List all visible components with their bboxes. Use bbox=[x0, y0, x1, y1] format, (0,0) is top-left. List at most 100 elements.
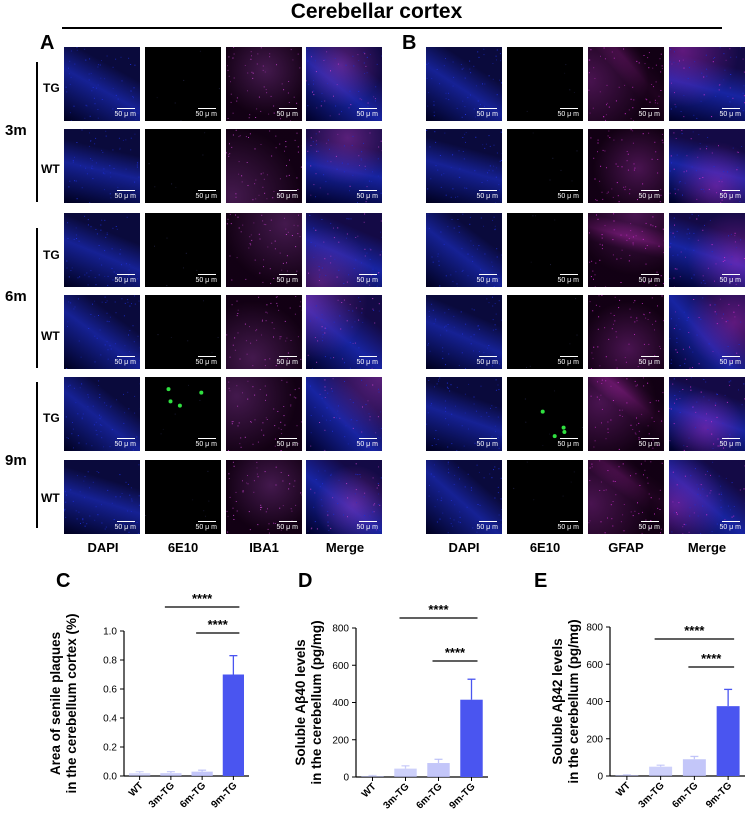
scale-bar-label: 50 μ m bbox=[114, 111, 136, 118]
scale-bar-line bbox=[198, 190, 216, 191]
scale-bar-line bbox=[560, 521, 578, 522]
y-tick-label: 0 bbox=[597, 772, 603, 783]
y-tick-label: 600 bbox=[332, 661, 349, 672]
x-tick-label: 6m-TG bbox=[670, 780, 700, 810]
micrograph-a-merge-row3: 50 μ m bbox=[306, 213, 382, 287]
y-tick-label: 400 bbox=[332, 698, 349, 709]
significance-label: **** bbox=[428, 602, 449, 617]
significance-label: **** bbox=[192, 591, 213, 606]
scale-bar-line bbox=[117, 274, 135, 275]
micrograph-a-6e10-row3: 50 μ m bbox=[145, 213, 221, 287]
x-tick-label: 6m-TG bbox=[414, 781, 444, 811]
scale-bar-label: 50 μ m bbox=[114, 359, 136, 366]
y-tick-label: 800 bbox=[586, 623, 603, 634]
scale-bar-label: 50 μ m bbox=[638, 111, 660, 118]
title-underline bbox=[62, 27, 722, 29]
scale-bar-label: 50 μ m bbox=[356, 277, 378, 284]
bar-6m-tg bbox=[682, 759, 706, 776]
scale-bar-label: 50 μ m bbox=[476, 524, 498, 531]
scale-bar-label: 50 μ m bbox=[557, 441, 579, 448]
scale-bar-label: 50 μ m bbox=[195, 111, 217, 118]
scale-bar-label: 50 μ m bbox=[195, 441, 217, 448]
micrograph-b-marker-row4: 50 μ m bbox=[588, 295, 664, 369]
scale-bar-line bbox=[198, 108, 216, 109]
scale-bar-label: 50 μ m bbox=[195, 277, 217, 284]
micrograph-a-marker-row6: 50 μ m bbox=[226, 460, 302, 534]
column-label-b-merge: Merge bbox=[687, 540, 727, 555]
plaque-dot bbox=[540, 409, 545, 414]
panel-label-d: D bbox=[298, 570, 313, 592]
scale-bar-label: 50 μ m bbox=[638, 524, 660, 531]
micrograph-b-marker-row5: 50 μ m bbox=[588, 377, 664, 451]
scale-bar-line bbox=[722, 438, 740, 439]
scale-bar-line bbox=[479, 274, 497, 275]
micrograph-b-merge-row5: 50 μ m bbox=[669, 377, 745, 451]
bar-6m-tg bbox=[427, 763, 450, 777]
bar-chart-d: 0 200 400 600 800 Soluble Aβ40 levels in the c… bbox=[293, 602, 488, 812]
scale-bar-label: 50 μ m bbox=[638, 193, 660, 200]
y-tick-label: 600 bbox=[586, 660, 603, 671]
y-axis-label-line-2: in the cerebellum cortex (%) bbox=[64, 613, 79, 793]
time-bracket-9m bbox=[36, 382, 38, 528]
scale-bar-line bbox=[117, 356, 135, 357]
bar-9m-tg bbox=[716, 706, 740, 776]
scale-bar-label: 50 μ m bbox=[476, 441, 498, 448]
y-tick-label: 0.8 bbox=[103, 656, 117, 667]
micrograph-b-6e10-row1: 50 μ m bbox=[507, 47, 583, 121]
scale-bar-line bbox=[560, 356, 578, 357]
micrograph-a-dapi-row6: 50 μ m bbox=[64, 460, 140, 534]
micrograph-a-dapi-row3: 50 μ m bbox=[64, 213, 140, 287]
micrograph-b-dapi-row2: 50 μ m bbox=[426, 129, 502, 203]
x-tick-label: 3m-TG bbox=[637, 780, 667, 810]
y-axis-label-line-1: Soluble Aβ42 levels bbox=[550, 638, 565, 764]
scale-bar-line bbox=[479, 521, 497, 522]
micrograph-b-marker-row3: 50 μ m bbox=[588, 213, 664, 287]
x-tick-label: WT bbox=[360, 781, 379, 800]
scale-bar-line bbox=[359, 521, 377, 522]
scale-bar-line bbox=[198, 356, 216, 357]
scale-bar-line bbox=[479, 438, 497, 439]
plaque-dot bbox=[168, 399, 173, 404]
scale-bar-label: 50 μ m bbox=[719, 193, 741, 200]
micrograph-a-dapi-row2: 50 μ m bbox=[64, 129, 140, 203]
bar-chart-e: 0 200 400 600 800 Soluble Aβ42 levels in the c… bbox=[550, 619, 745, 811]
scale-bar-line bbox=[560, 274, 578, 275]
scale-bar-line bbox=[641, 521, 659, 522]
scale-bar-line bbox=[722, 521, 740, 522]
scale-bar-line bbox=[479, 356, 497, 357]
scale-bar-line bbox=[279, 438, 297, 439]
plaque-dot bbox=[177, 403, 182, 408]
significance-label: **** bbox=[208, 617, 229, 632]
scale-bar-label: 50 μ m bbox=[557, 111, 579, 118]
scale-bar-label: 50 μ m bbox=[195, 524, 217, 531]
scale-bar-line bbox=[641, 274, 659, 275]
bar-9m-tg bbox=[222, 674, 244, 776]
micrograph-b-dapi-row5: 50 μ m bbox=[426, 377, 502, 451]
scale-bar-label: 50 μ m bbox=[719, 441, 741, 448]
scale-bar-label: 50 μ m bbox=[476, 359, 498, 366]
micrograph-a-merge-row4: 50 μ m bbox=[306, 295, 382, 369]
column-label-a-6e10: 6E10 bbox=[167, 540, 199, 555]
micrograph-b-marker-row2: 50 μ m bbox=[588, 129, 664, 203]
row-label-wt-9m: WT bbox=[41, 491, 60, 505]
micrograph-b-6e10-row5: 50 μ m bbox=[507, 377, 583, 451]
scale-bar-label: 50 μ m bbox=[557, 277, 579, 284]
micrograph-a-dapi-row4: 50 μ m bbox=[64, 295, 140, 369]
scale-bar-label: 50 μ m bbox=[356, 441, 378, 448]
y-axis-label-line-2: in the cerebellum (pg/mg) bbox=[309, 620, 324, 784]
scale-bar-label: 50 μ m bbox=[356, 359, 378, 366]
scale-bar-label: 50 μ m bbox=[638, 441, 660, 448]
scale-bar-label: 50 μ m bbox=[356, 193, 378, 200]
micrograph-b-6e10-row4: 50 μ m bbox=[507, 295, 583, 369]
scale-bar-label: 50 μ m bbox=[114, 193, 136, 200]
scale-bar-line bbox=[641, 438, 659, 439]
y-tick-label: 0.6 bbox=[103, 685, 117, 696]
bar-6m-tg bbox=[191, 771, 213, 776]
scale-bar-label: 50 μ m bbox=[638, 359, 660, 366]
scale-bar-label: 50 μ m bbox=[114, 277, 136, 284]
scale-bar-label: 50 μ m bbox=[476, 193, 498, 200]
micrograph-a-6e10-row5: 50 μ m bbox=[145, 377, 221, 451]
micrograph-b-marker-row1: 50 μ m bbox=[588, 47, 664, 121]
x-tick-label: 3m-TG bbox=[381, 781, 411, 811]
x-tick-label: 9m-TG bbox=[704, 780, 734, 810]
